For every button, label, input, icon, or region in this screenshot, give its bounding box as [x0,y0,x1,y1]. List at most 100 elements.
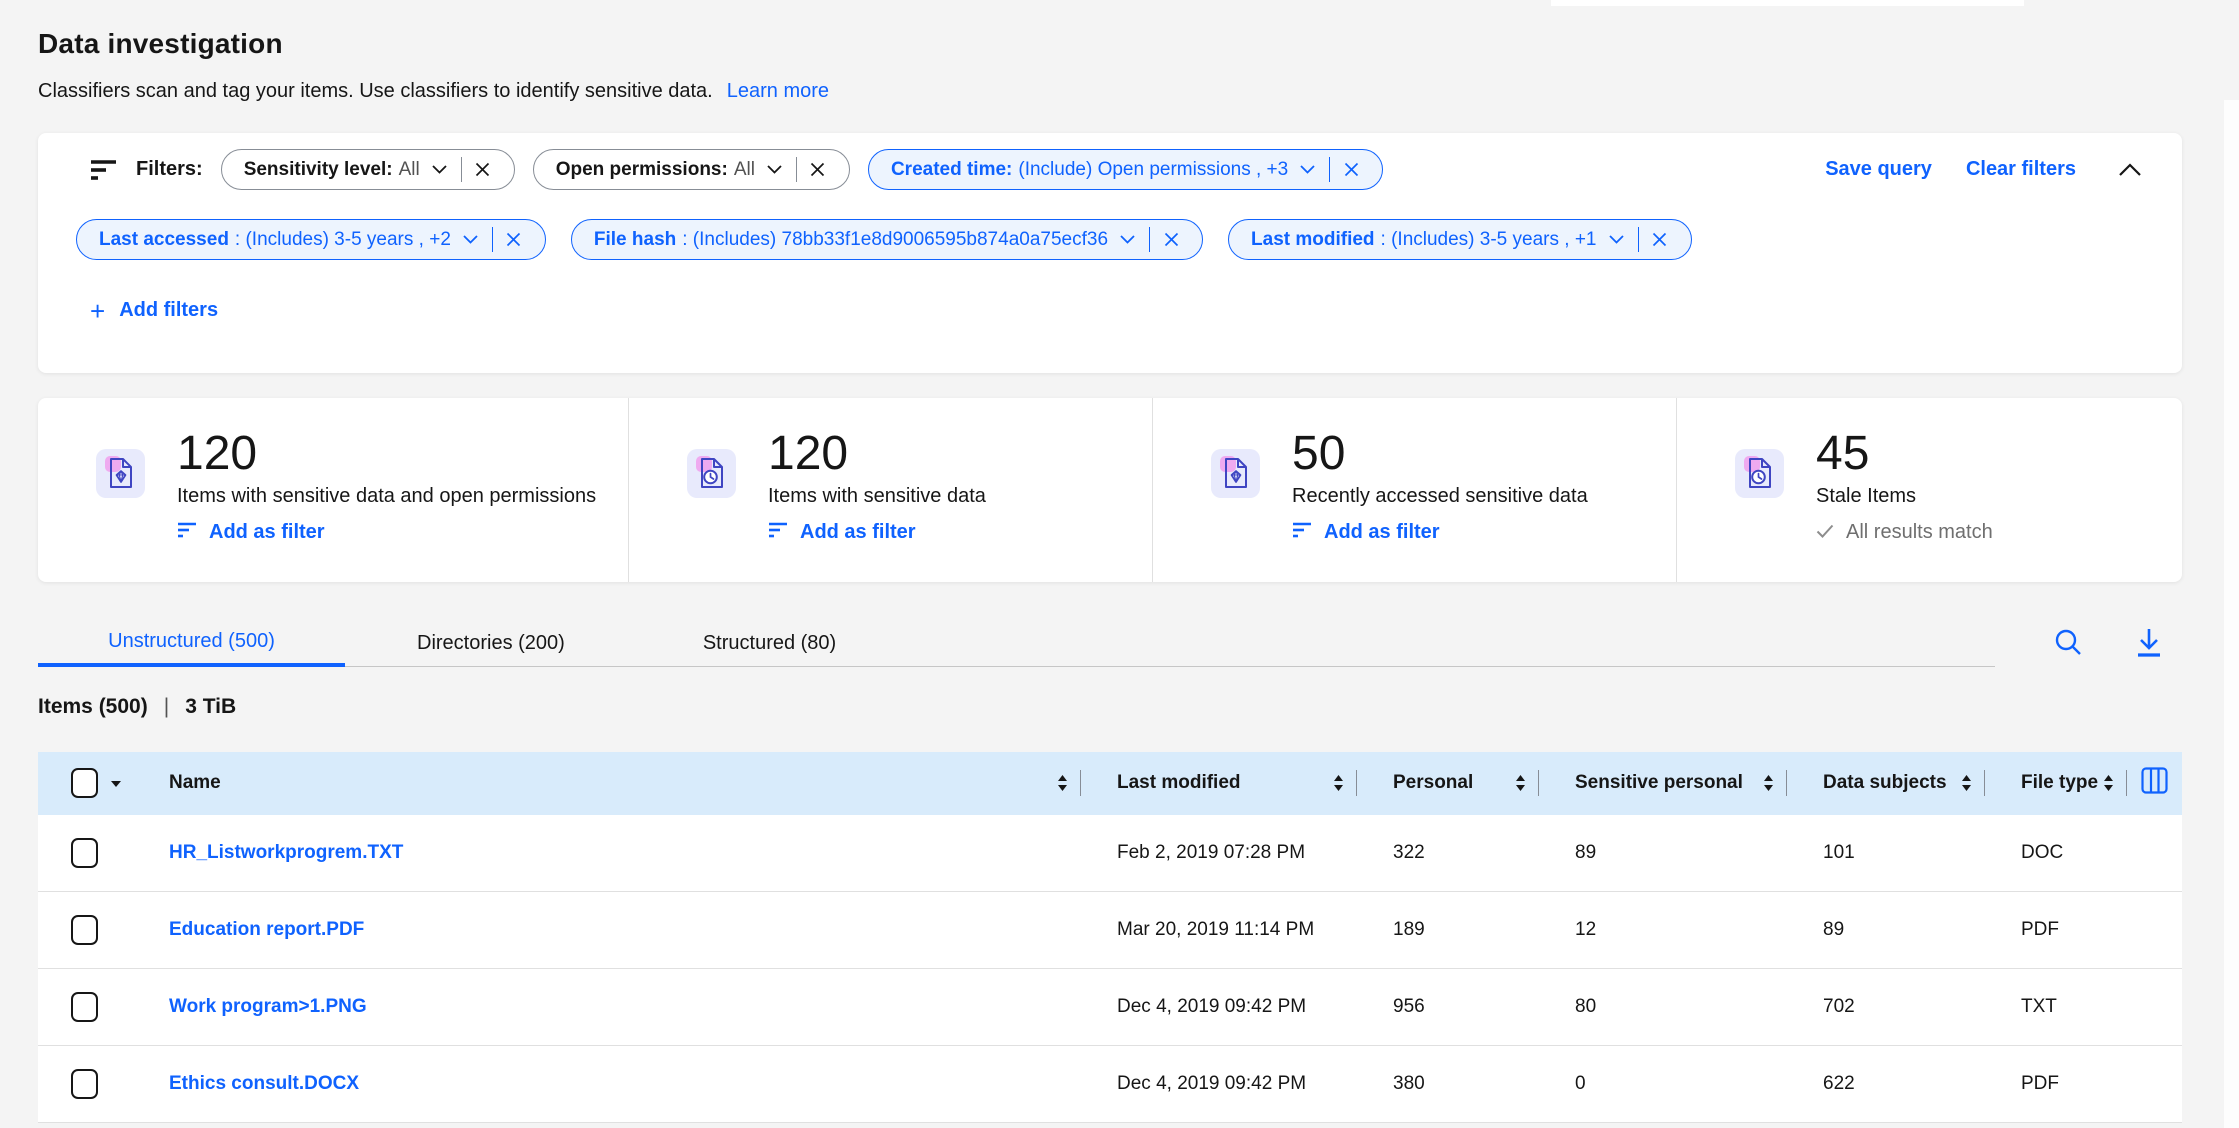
stat-card-sensitive: 120 Items with sensitive data Add as fil… [628,397,1152,582]
stat-card-stale-items: 45 Stale Items All results match [1676,397,2182,582]
sort-icon[interactable] [1763,774,1774,792]
column-settings-icon[interactable] [2141,766,2168,800]
select-all-checkbox[interactable] [71,768,98,798]
stat-value: 45 [1816,426,1870,480]
cell-last-modified: Dec 4, 2019 09:42 PM [1117,995,1307,1017]
items-table: Name Last modified Personal Sensitive pe… [38,751,2182,1123]
dropdown-caret-icon[interactable] [110,772,122,794]
file-name-link[interactable]: Work program>1.PNG [169,995,367,1017]
file-name-link[interactable]: HR_Listworkprogrem.TXT [169,841,404,863]
stat-label: Items with sensitive data and open permi… [177,484,597,507]
scrollbar-track[interactable] [2224,100,2239,1128]
cell-personal: 956 [1393,995,1425,1017]
search-icon[interactable] [2053,627,2083,659]
chevron-down-icon[interactable] [1120,235,1135,244]
chevron-down-icon[interactable] [767,165,782,174]
cell-last-modified: Mar 20, 2019 11:14 PM [1117,918,1315,940]
column-header-file-type[interactable]: File type [1985,770,2127,796]
cell-personal: 380 [1393,1072,1425,1094]
filter-chip-sensitivity-level[interactable]: Sensitivity level: All [220,149,515,190]
top-white-strip [1551,0,2024,6]
document-gem-icon [96,448,145,498]
filter-chip-file-hash[interactable]: File hash: (Includes) 78bb33f1e8d9006595… [570,219,1204,260]
page-subtitle: Classifiers scan and tag your items. Use… [38,80,713,102]
sort-icon[interactable] [1515,774,1526,792]
filter-chip-created-time[interactable]: Created time: (Include) Open permissions … [867,149,1384,190]
close-icon[interactable] [497,223,531,257]
cell-last-modified: Dec 4, 2019 09:42 PM [1117,1072,1307,1094]
cell-sensitive-personal: 0 [1575,1072,1586,1094]
cell-last-modified: Feb 2, 2019 07:28 PM [1117,841,1306,863]
document-clock-icon [687,448,736,498]
stat-value: 120 [177,426,258,480]
filter-icon [90,159,118,181]
row-checkbox[interactable] [71,837,98,868]
row-checkbox[interactable] [71,991,98,1022]
clear-filters-button[interactable]: Clear filters [1965,158,2076,180]
cell-personal: 189 [1393,918,1425,940]
chevron-up-icon[interactable] [2118,162,2142,177]
sort-icon[interactable] [1057,774,1068,792]
table-header-row: Name Last modified Personal Sensitive pe… [38,751,2182,815]
plus-icon: + [90,295,106,326]
all-results-match-status: All results match [1816,521,1993,544]
close-icon[interactable] [1334,153,1368,187]
cell-file-type: PDF [2021,918,2059,940]
stat-label: Items with sensitive data [768,484,986,507]
close-icon[interactable] [801,153,835,187]
stat-label: Stale Items [1816,484,1917,507]
filter-icon [177,521,197,544]
tab-unstructured[interactable]: Unstructured (500) [38,621,345,667]
filter-chip-last-accessed[interactable]: Last accessed: (Includes) 3-5 years , +2 [76,219,546,260]
filter-chip-last-modified[interactable]: Last modified: (Includes) 3-5 years , +1 [1228,219,1692,260]
table-row: Ethics consult.DOCX Dec 4, 2019 09:42 PM… [38,1045,2182,1123]
chevron-down-icon[interactable] [463,235,478,244]
learn-more-link[interactable]: Learn more [726,80,830,102]
filter-chip-open-permissions[interactable]: Open permissions: All [532,149,850,190]
save-query-button[interactable]: Save query [1825,158,1932,180]
cell-data-subjects: 89 [1823,918,1845,940]
chevron-down-icon[interactable] [1300,165,1315,174]
close-icon[interactable] [1643,223,1677,257]
add-as-filter-button[interactable]: Add as filter [768,521,986,544]
row-checkbox[interactable] [71,914,98,945]
close-icon[interactable] [466,153,500,187]
cell-data-subjects: 101 [1823,841,1855,863]
add-as-filter-button[interactable]: Add as filter [1292,521,1588,544]
download-icon[interactable] [2135,627,2163,659]
add-as-filter-button[interactable]: Add as filter [177,521,596,544]
stat-value: 120 [768,426,849,480]
cell-data-subjects: 702 [1823,995,1855,1017]
sort-icon[interactable] [1333,774,1344,792]
column-header-sensitive-personal[interactable]: Sensitive personal [1539,770,1787,796]
column-header-data-subjects[interactable]: Data subjects [1787,770,1985,796]
file-name-link[interactable]: Education report.PDF [169,918,365,940]
stat-card-sensitive-open: 120 Items with sensitive data and open p… [38,398,628,582]
cell-sensitive-personal: 12 [1575,918,1597,940]
cell-data-subjects: 622 [1823,1072,1855,1094]
items-size: 3 TiB [185,694,237,718]
table-row: Work program>1.PNG Dec 4, 2019 09:42 PM … [38,968,2182,1046]
filter-icon [1292,521,1312,544]
cell-sensitive-personal: 89 [1575,841,1597,863]
stat-label: Recently accessed sensitive data [1292,484,1588,507]
document-clock-icon [1735,448,1784,498]
tab-bar: Unstructured (500) Directories (200) Str… [38,621,1995,667]
sort-icon[interactable] [2103,774,2114,792]
cell-personal: 322 [1393,841,1425,863]
tab-structured[interactable]: Structured (80) [702,632,837,654]
items-count: Items (500) [38,694,148,718]
file-name-link[interactable]: Ethics consult.DOCX [169,1072,360,1094]
tab-directories[interactable]: Directories (200) [417,632,565,654]
close-icon[interactable] [1154,223,1188,257]
column-header-last-modified[interactable]: Last modified [1081,770,1357,796]
column-header-name[interactable]: Name [155,770,1081,796]
stats-panel: 120 Items with sensitive data and open p… [38,397,2182,582]
cell-file-type: DOC [2021,841,2064,863]
row-checkbox[interactable] [71,1068,98,1099]
chevron-down-icon[interactable] [432,165,447,174]
chevron-down-icon[interactable] [1608,235,1624,244]
add-filters-button[interactable]: + Add filters [90,295,219,326]
sort-icon[interactable] [1961,774,1972,792]
column-header-personal[interactable]: Personal [1357,770,1539,796]
